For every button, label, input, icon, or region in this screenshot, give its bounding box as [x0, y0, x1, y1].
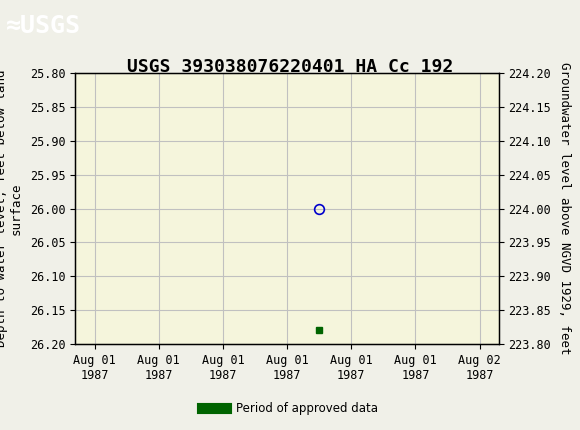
- Text: ≈USGS: ≈USGS: [6, 14, 81, 38]
- Legend: Period of approved data: Period of approved data: [198, 397, 382, 420]
- Text: USGS 393038076220401 HA Cc 192: USGS 393038076220401 HA Cc 192: [127, 58, 453, 76]
- Y-axis label: Depth to water level, feet below land
surface: Depth to water level, feet below land su…: [0, 70, 23, 347]
- Y-axis label: Groundwater level above NGVD 1929, feet: Groundwater level above NGVD 1929, feet: [558, 62, 571, 355]
